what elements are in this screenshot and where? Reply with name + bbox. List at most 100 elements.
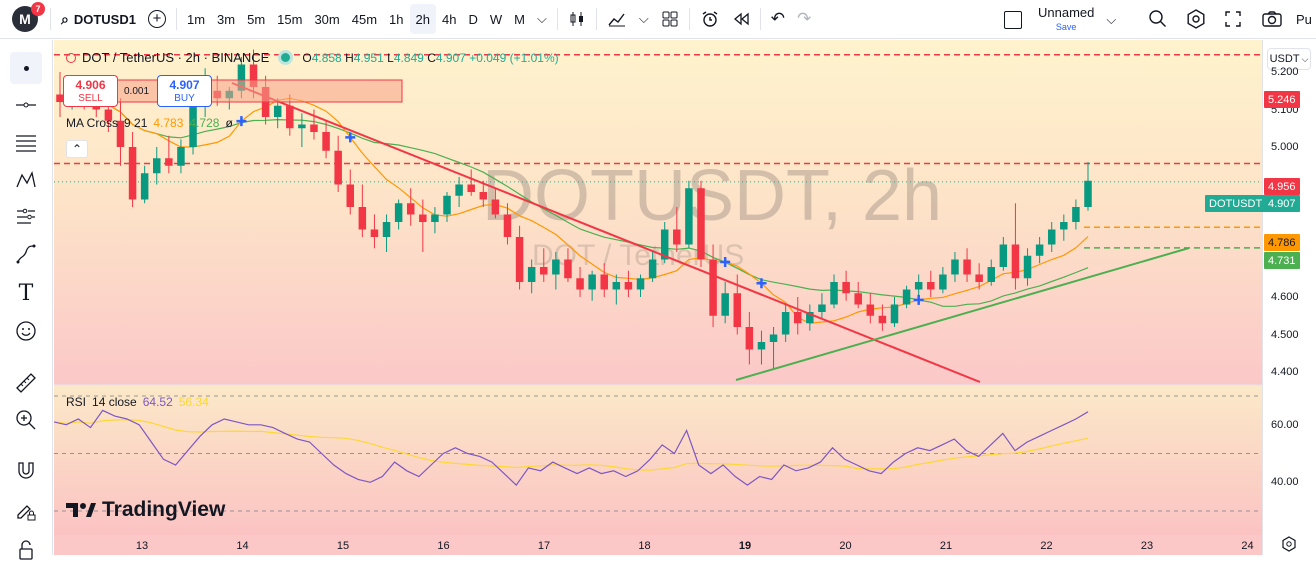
drawing-mode-tool[interactable]	[10, 495, 42, 527]
candle	[612, 274, 621, 305]
time-label: 18	[638, 540, 650, 552]
candle	[346, 169, 355, 215]
currency-selector[interactable]: USDT ⌵	[1267, 48, 1311, 70]
cross-marker	[913, 294, 924, 305]
timeframe-D[interactable]: D	[468, 11, 478, 27]
forecast-tool[interactable]	[10, 201, 42, 233]
candle	[588, 270, 596, 301]
axis-settings-button[interactable]	[1281, 536, 1299, 554]
replay-button[interactable]	[726, 4, 756, 34]
candle	[793, 297, 802, 335]
timeframe-dropdown[interactable]: ⌵	[531, 4, 553, 34]
candle	[334, 135, 342, 192]
level-tag-5246: 5.246	[1264, 91, 1300, 108]
notification-badge: 7	[31, 2, 45, 16]
status-dot	[281, 53, 291, 62]
symbol-search[interactable]: ⌕ DOTUSD1	[55, 4, 142, 34]
zoom-tool[interactable]	[10, 404, 42, 436]
quick-search-button[interactable]	[1142, 4, 1174, 34]
gear-icon	[1187, 9, 1205, 29]
rsi-ma-line	[54, 419, 1089, 471]
timeframe-4h[interactable]: 4h	[441, 11, 457, 27]
candle	[153, 147, 161, 185]
settings-icon	[1282, 536, 1296, 552]
timeframe-30m[interactable]: 30m	[314, 11, 340, 27]
candle	[636, 274, 645, 297]
redo-button[interactable]: ↷	[791, 4, 817, 34]
timeframe-W[interactable]: W	[489, 11, 503, 27]
publish-button[interactable]: Pu	[1296, 11, 1312, 27]
candle	[1072, 199, 1080, 230]
candle	[128, 132, 137, 207]
icon-tool[interactable]	[10, 315, 42, 347]
timeframe-group: 1m 3m 5m 15m 30m 45m 1h 2h 4h D W M	[181, 4, 531, 34]
candle	[648, 252, 657, 282]
text-tool[interactable]: T	[10, 277, 42, 309]
magnet-tool[interactable]	[10, 455, 42, 487]
lock-tool[interactable]	[10, 534, 42, 566]
timeframe-1m[interactable]: 1m	[186, 11, 206, 27]
timeframe-15m[interactable]: 15m	[277, 11, 303, 27]
symbol-name-tag: DOTUSDT	[1205, 195, 1267, 212]
trend-lines[interactable]	[231, 82, 1190, 383]
indicators-dropdown[interactable]: ⌵	[633, 4, 655, 34]
timeframe-1h[interactable]: 1h	[389, 11, 404, 27]
price-axis[interactable]: USDT ⌵ 5.2005.1005.0004.7004.6004.5004.4…	[1262, 40, 1316, 555]
screenshot-button[interactable]	[1255, 4, 1289, 34]
candle	[140, 165, 149, 204]
fib-tool[interactable]	[10, 127, 42, 159]
indicators-button[interactable]	[601, 4, 633, 34]
candle	[358, 184, 367, 237]
collapse-legend-button[interactable]: ⌃	[66, 140, 88, 158]
brush-tool[interactable]	[10, 238, 42, 270]
settings-button[interactable]	[1180, 4, 1212, 34]
candle	[927, 270, 935, 297]
candle	[515, 225, 524, 290]
indicators-icon	[608, 13, 625, 27]
trend-line-tool[interactable]	[10, 89, 42, 121]
tradingview-logo[interactable]: TradingView	[66, 498, 225, 522]
candle	[745, 312, 754, 365]
horizontal-levels	[54, 54, 1262, 249]
timeframe-45m[interactable]: 45m	[351, 11, 378, 27]
ma-slow-tag: 4.731	[1264, 252, 1300, 269]
time-axis-labels: 13 14 15 16 17 18 19 20 21 22 23 24	[136, 540, 1254, 552]
rsi-legend[interactable]: RSI 14 close 64.52 56.34	[66, 395, 209, 409]
candle	[600, 263, 608, 297]
downtrend-line[interactable]	[231, 82, 981, 383]
ma-cross-legend[interactable]: MA Cross 9 21 4.783 4.728 ø	[66, 116, 233, 130]
templates-button[interactable]	[655, 4, 685, 34]
divider	[595, 8, 597, 30]
rsi-name: RSI	[66, 395, 87, 409]
alert-button[interactable]	[694, 4, 726, 34]
pattern-tool[interactable]	[10, 165, 42, 197]
candle	[902, 285, 911, 309]
ruler-tool[interactable]	[10, 367, 42, 399]
user-avatar[interactable]: M 7	[12, 2, 45, 32]
fullscreen-button[interactable]	[1218, 4, 1248, 34]
last-price-tag: 4.907	[1264, 195, 1300, 212]
timeframe-2h[interactable]: 2h	[409, 4, 436, 34]
time-label: 23	[1141, 540, 1153, 552]
dot-cursor-icon	[23, 65, 29, 71]
timeframe-3m[interactable]: 3m	[217, 11, 236, 27]
chart-type-button[interactable]	[562, 4, 592, 34]
layout-menu[interactable]: Unnamed Save ⌵	[1004, 6, 1116, 34]
rsi-axis-label: 60.00	[1271, 418, 1299, 431]
top-toolbar: M 7 ⌕ DOTUSD1 + 1m 3m 5m 15m 30m 45m 1h 2h 4h D W M…	[0, 0, 1316, 39]
timeframe-M[interactable]: M	[514, 11, 525, 27]
timeframe-5m[interactable]: 5m	[247, 11, 266, 27]
candle	[419, 199, 427, 252]
candle	[709, 244, 717, 327]
redo-icon: ↷	[796, 9, 812, 28]
uptrend-line[interactable]	[735, 247, 1190, 381]
ohlc-values: O4.858 H4.951 L4.849 C4.907 +0.049 (+1.0…	[302, 50, 559, 65]
candle	[298, 113, 306, 147]
sell-button[interactable]: 4.906 SELL	[63, 75, 118, 107]
undo-button[interactable]: ↶	[765, 4, 791, 34]
buy-button[interactable]: 4.907 BUY	[157, 75, 212, 107]
compare-button[interactable]: +	[142, 4, 172, 34]
legend-title[interactable]: DOT / TetherUS · 2h · BINANCE	[82, 50, 270, 65]
chart-canvas[interactable]: DOTUSDT, 2h DOT / TetherUS 13 14 15 16 17 18 1…	[54, 40, 1262, 555]
cursor-tool[interactable]	[10, 52, 42, 84]
